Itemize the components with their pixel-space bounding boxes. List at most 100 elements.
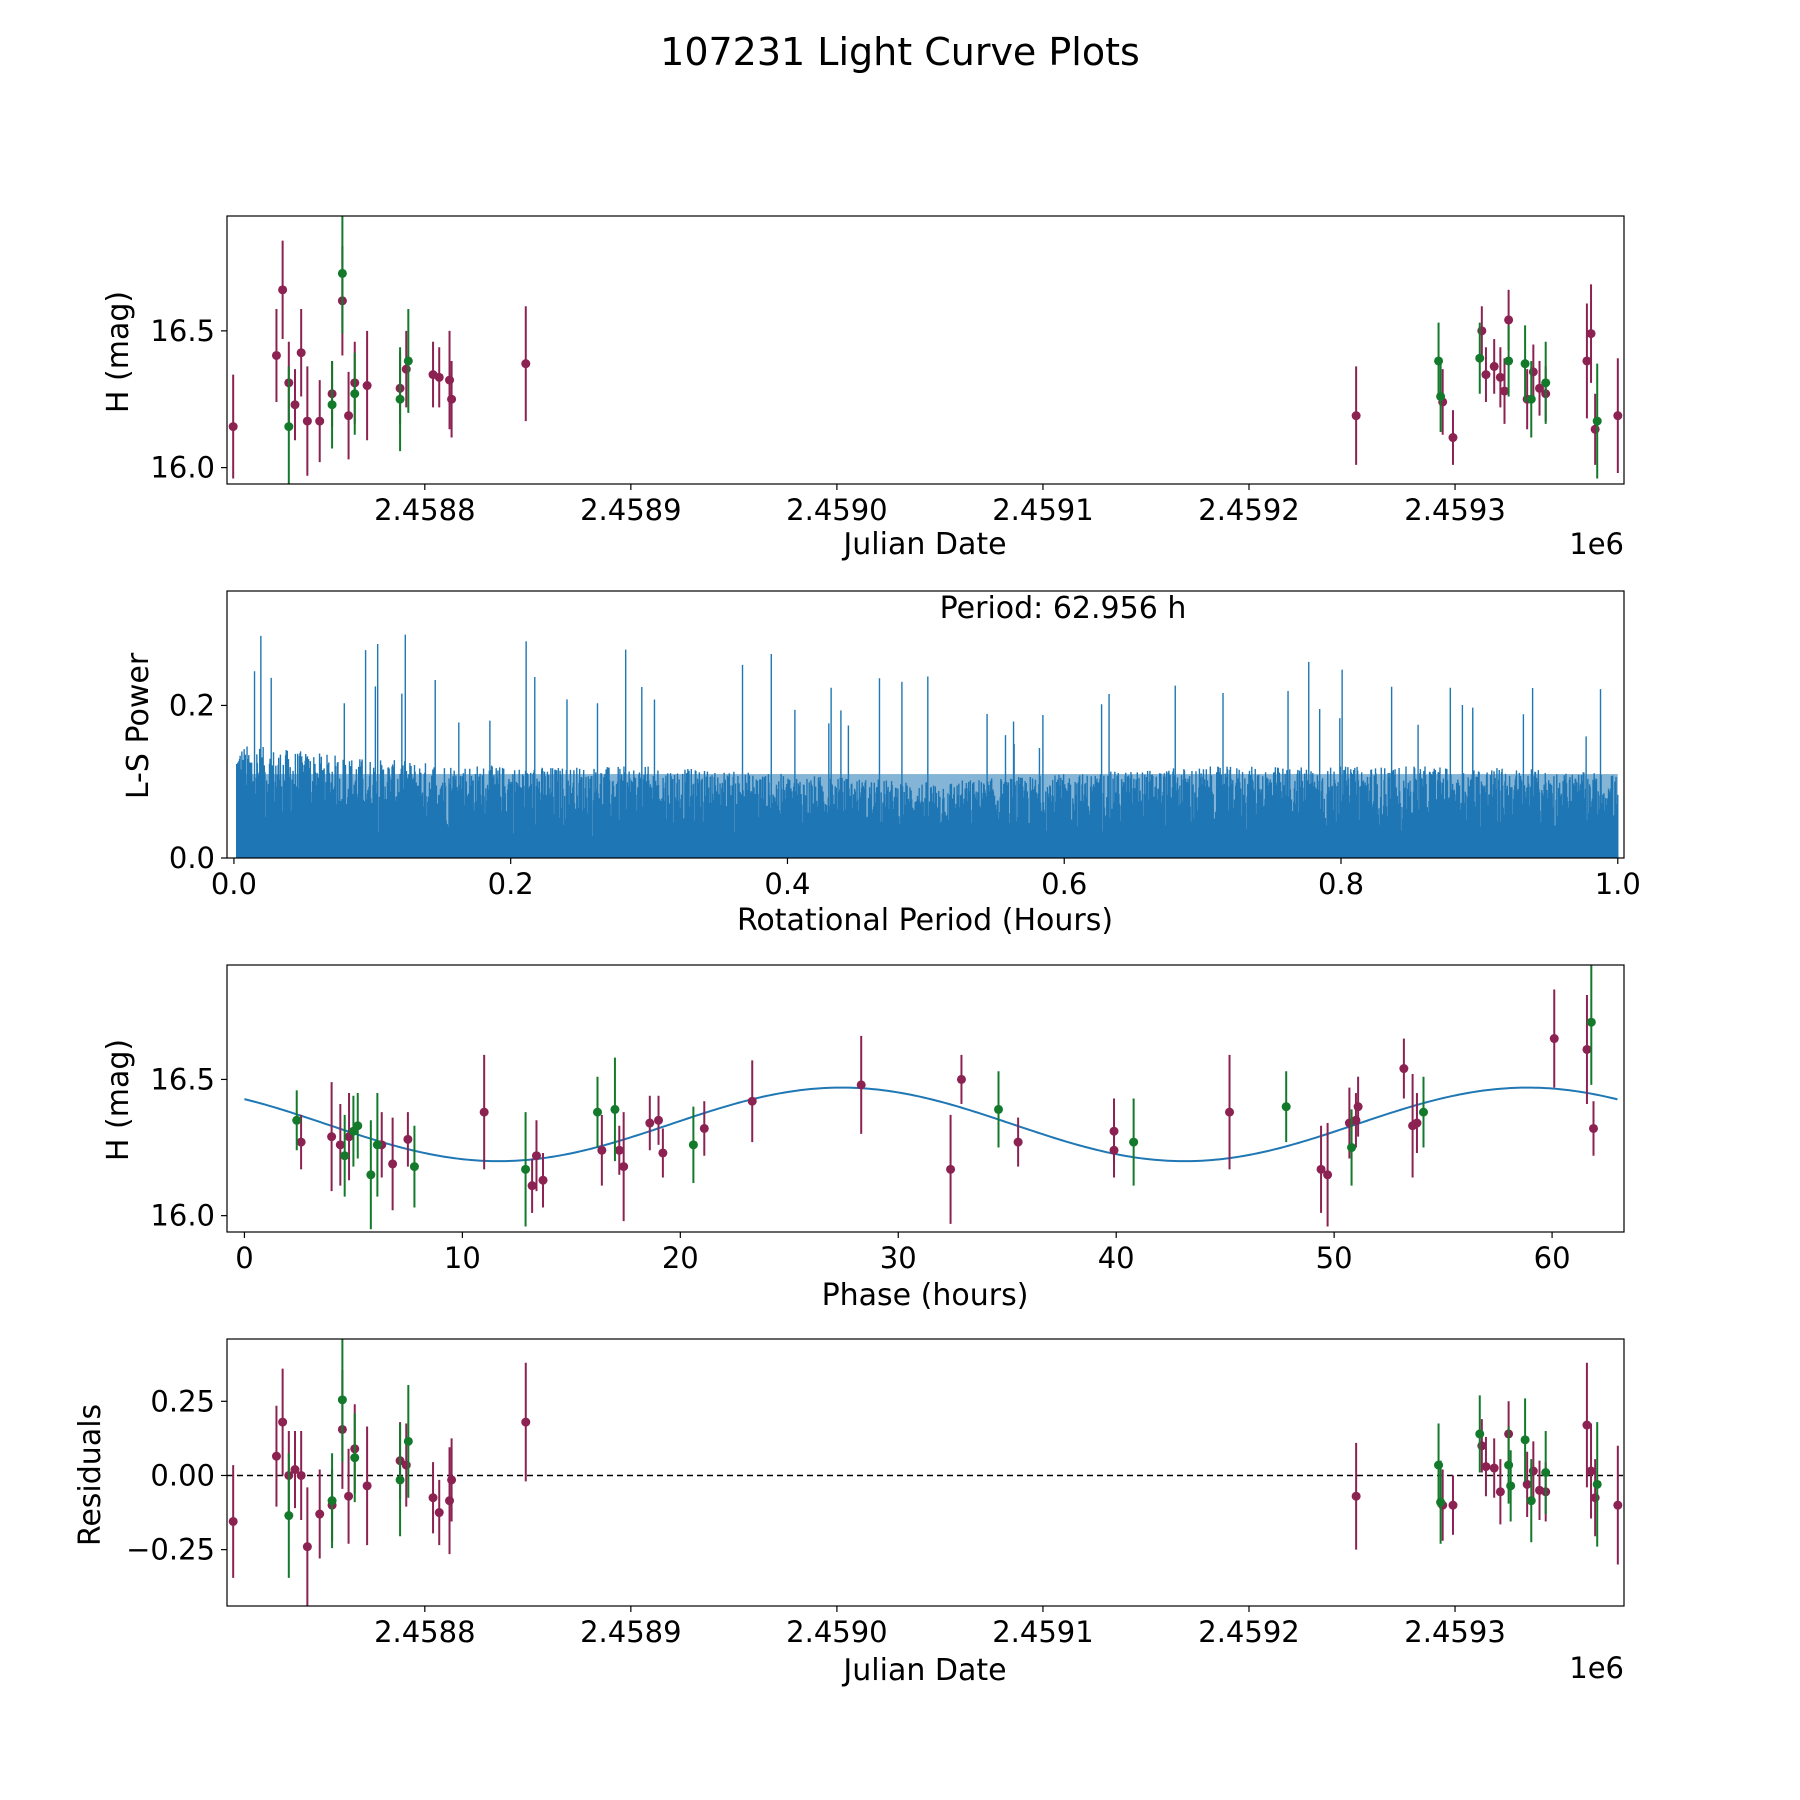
phased-data-point [1418,1107,1428,1117]
lightcurve-y-tick-label: 16.5 [150,314,215,348]
residuals-data-point [1448,1500,1458,1510]
phased-data-point [1109,1145,1119,1155]
phased-data-point [1316,1164,1326,1174]
lightcurve-data-point [1434,356,1444,366]
phased-data-point [527,1181,537,1191]
periodogram-y-axis-label: L-S Power [121,652,156,799]
periodogram-power-band [236,774,1618,858]
phased-data-point [614,1145,624,1155]
lightcurve-x-tick-label: 2.4590 [786,493,887,527]
periodogram-x-axis-label: Rotational Period (Hours) [737,903,1113,938]
periodogram-x-tick-label: 0.2 [488,867,534,901]
phased-data-point [1225,1107,1235,1117]
residuals-x-tick-label: 2.4593 [1404,1615,1505,1649]
lightcurve-data-point [1526,394,1536,404]
lightcurve-data-point [395,394,405,404]
phased-y-tick-label: 16.0 [150,1199,215,1233]
lightcurve-data-point [1590,424,1600,434]
phased-data-point [335,1140,345,1150]
residuals-data-point [315,1509,325,1519]
residuals-x-tick-label: 2.4592 [1198,1615,1299,1649]
phased-data-point [1586,1017,1596,1027]
lightcurve-data-point [1520,359,1530,369]
lightcurve-data-point [290,400,300,410]
residuals-y-tick-label: −0.25 [126,1533,215,1567]
residuals-data-point [1592,1479,1602,1489]
lightcurve-data-point [1504,356,1514,366]
phased-x-tick-label: 10 [444,1241,481,1275]
periodogram-y-tick-label: 0.0 [169,841,215,875]
residuals-data-point [350,1453,360,1463]
lightcurve-y-axis-label: H (mag) [101,291,136,413]
lightcurve-data-point [1495,372,1505,382]
lightcurve-data-point [434,372,444,382]
phased-data-point [1281,1102,1291,1112]
lightcurve-data-point [1448,433,1458,443]
phased-model-curve [244,1086,1618,1163]
lightcurve-data-point [278,285,288,295]
lightcurve-data-point [401,364,411,374]
lightcurve-data-point [350,389,360,399]
lightcurve-plot-area [228,216,1623,484]
residuals-y-tick-label: 0.00 [150,1458,215,1492]
residuals-data-point [1586,1466,1596,1476]
residuals-data-point [1526,1496,1536,1506]
phased-data-point [479,1107,489,1117]
periodogram-x-tick-label: 0.4 [764,867,810,901]
phased-data-point [1412,1118,1422,1128]
residuals-data-point [284,1511,294,1521]
residuals-data-point [1481,1462,1491,1472]
periodogram-plot-area [235,634,1619,858]
residuals-data-point [1495,1487,1505,1497]
phased-data-point [658,1148,668,1158]
phased-data-point [956,1074,966,1084]
phased-data-point [409,1162,419,1172]
residuals-y-axis-label: Residuals [73,1404,108,1546]
periodogram-x-tick-label: 0.0 [211,867,257,901]
lightcurve-data-point [1436,391,1446,401]
lightcurve-data-point [1541,378,1551,388]
residuals-data-point [401,1460,411,1470]
residuals-data-point [1351,1491,1361,1501]
phased-x-tick-label: 40 [1098,1241,1135,1275]
residuals-data-point [271,1451,281,1461]
residuals-panel: Julian Date Residuals 1e6 2.4588 2.4589 2.… [73,1338,1625,1688]
phased-data-point [946,1164,956,1174]
phased-data-point [1347,1143,1357,1153]
phased-data-point [521,1164,531,1174]
phased-data-point [1549,1034,1559,1044]
residuals-data-point [290,1465,300,1475]
residuals-x-tick-label: 2.4589 [580,1615,681,1649]
lightcurve-data-point [296,348,306,358]
lightcurve-x-tick-label: 2.4591 [992,493,1093,527]
residuals-data-point [1504,1460,1514,1470]
lightcurve-data-point [1528,367,1538,377]
lightcurve-x-axis-label: Julian Date [841,527,1006,562]
lightcurve-data-point [344,411,354,421]
phased-axes-frame [226,964,1625,1233]
residuals-data-point [1520,1435,1530,1445]
lightcurve-data-point [1582,356,1592,366]
residuals-data-point [1522,1479,1532,1489]
lightcurve-x-tick-label: 2.4589 [580,493,681,527]
residuals-x-tick-label: 2.4588 [374,1615,475,1649]
residuals-data-point [434,1508,444,1518]
lightcurve-data-point [1613,411,1623,421]
phased-data-point [292,1115,302,1125]
residuals-x-axis-label: Julian Date [841,1653,1006,1688]
lightcurve-x-tick-label: 2.4593 [1404,493,1505,527]
lightcurve-data-point [271,350,281,360]
phased-data-point [403,1134,413,1144]
phased-x-tick-label: 20 [662,1241,699,1275]
residuals-x-tick-label: 2.4591 [992,1615,1093,1649]
residuals-data-point [302,1542,312,1552]
phased-data-point [296,1137,306,1147]
residuals-x-tick-label: 2.4590 [786,1615,887,1649]
residuals-data-point [1436,1497,1446,1507]
residuals-data-point [337,1395,347,1405]
phased-data-point [592,1107,602,1117]
phased-data-point [388,1159,398,1169]
residuals-data-point [327,1496,337,1506]
